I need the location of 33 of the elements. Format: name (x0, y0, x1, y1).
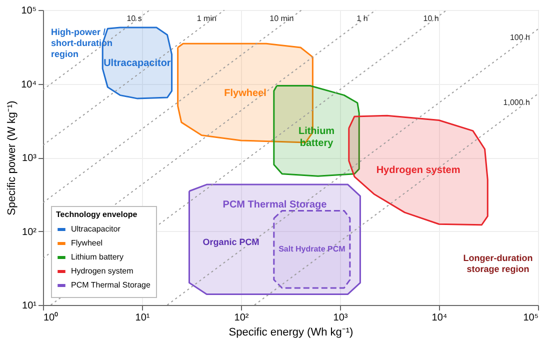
y-tick-label: 10¹ (22, 300, 38, 312)
y-tick-label: 10⁴ (21, 79, 36, 90)
y-tick-label: 10² (22, 226, 38, 238)
series-label: 10 s (126, 14, 142, 23)
x-tick-label: 10⁵ (523, 312, 538, 324)
series-label: Salt Hydrate PCM (278, 244, 346, 254)
x-tick-label: 10⁴ (432, 312, 448, 324)
text: Flywheel (224, 88, 266, 100)
series-label: 1,000 h (503, 98, 530, 107)
series-label: 1 h (356, 14, 368, 23)
y-tick-label: 10³ (22, 153, 38, 164)
legend-label: Flywheel (71, 238, 103, 248)
annotation: Longer-duration storage region (463, 253, 533, 274)
x-tick-label: 10¹ (135, 312, 150, 324)
legend-label: PCM Thermal Storage (71, 280, 151, 290)
text: PCM Thermal Storage (222, 199, 327, 210)
x-tick-label: 10³ (333, 312, 348, 324)
annotation: Organic PCM (202, 237, 260, 247)
legend-label: Ultracapacitor (71, 224, 121, 234)
series-label: 1 min (196, 14, 216, 23)
y-tick-label: 10⁵ (21, 6, 36, 16)
y-axis-title: Specific power (W kg⁻¹) (6, 100, 18, 216)
legend-label: Lithium battery (71, 252, 124, 262)
legend-title: Technology envelope (56, 210, 138, 219)
series-label: 100 h (510, 33, 530, 42)
x-tick-label: 10⁰ (44, 312, 59, 324)
text: Ultracapacitor (104, 58, 171, 69)
x-axis-title: Specific energy (Wh kg⁻¹) (228, 326, 354, 338)
x-tick-label: 10² (234, 312, 250, 324)
series-label: 10 h (423, 14, 439, 23)
legend-label: Hydrogen system (71, 266, 134, 276)
text: Hydrogen system (376, 165, 460, 176)
series-label: 10 min (270, 14, 294, 23)
